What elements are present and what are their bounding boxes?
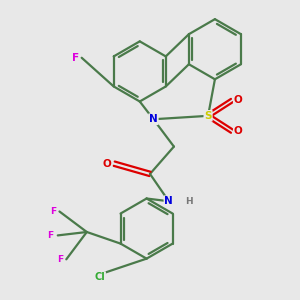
- Text: F: F: [57, 255, 63, 264]
- Text: O: O: [234, 95, 242, 106]
- Text: O: O: [234, 126, 242, 136]
- Text: F: F: [50, 207, 56, 216]
- Text: O: O: [103, 159, 112, 169]
- Text: H: H: [185, 197, 193, 206]
- Text: S: S: [204, 111, 212, 121]
- Text: F: F: [72, 53, 79, 63]
- Text: Cl: Cl: [94, 272, 105, 282]
- Text: N: N: [149, 114, 158, 124]
- Text: N: N: [164, 196, 173, 206]
- Text: F: F: [47, 231, 53, 240]
